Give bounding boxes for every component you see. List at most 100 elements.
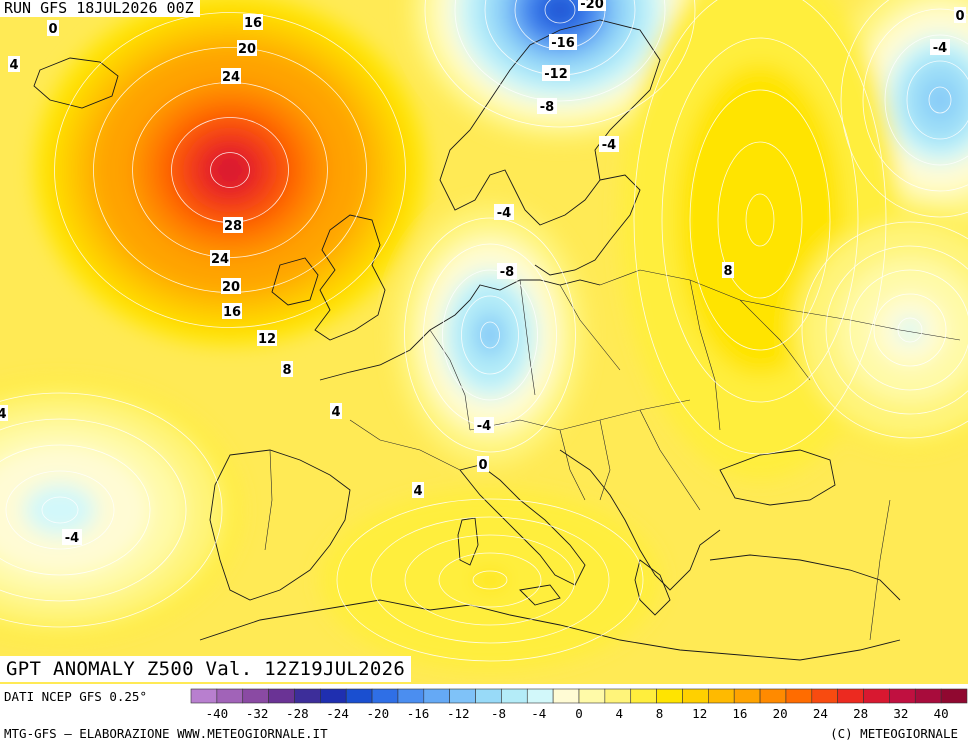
contour-line [862, 8, 968, 192]
contour-label-bg [257, 330, 277, 346]
legend-label: 24 [813, 706, 828, 720]
legend-label: -40 [206, 706, 229, 720]
contour-label: 4 [0, 407, 7, 422]
contour-line [801, 221, 968, 439]
border-13 [599, 419, 611, 501]
contour-line [849, 269, 968, 391]
contour-line [633, 0, 887, 455]
contour-label-bg [47, 20, 59, 36]
anomaly-band [929, 87, 951, 113]
contour-label-bg [549, 34, 577, 50]
coast-black-sea [719, 449, 836, 506]
contour-label-bg [537, 98, 557, 114]
anomaly-band [42, 497, 78, 523]
legend-swatch [475, 688, 502, 704]
contour-label: 20 [222, 280, 240, 295]
legend-swatch [526, 688, 554, 704]
border-6 [639, 409, 701, 511]
legend-swatch [578, 688, 606, 704]
border-14 [559, 429, 586, 501]
legend-swatch [811, 688, 838, 704]
border-11 [789, 309, 961, 341]
country-borders [264, 269, 961, 641]
coastlines [33, 19, 901, 661]
legend-label: 40 [934, 706, 949, 720]
contour-line [0, 392, 223, 628]
legend-swatch [656, 688, 683, 704]
map-title: GPT ANOMALY Z500 Val. 12Z19JUL2026 [0, 656, 412, 682]
legend-label: -8 [491, 706, 506, 720]
contour-label-bg [954, 7, 966, 23]
contour-label-bg [222, 303, 242, 319]
border-5 [469, 399, 691, 431]
legend-label: -32 [246, 706, 269, 720]
contour-label: 24 [211, 252, 229, 267]
contour-label: -4 [602, 138, 616, 153]
contour-line [928, 86, 952, 114]
contour-line [404, 217, 576, 453]
contour-line [54, 12, 406, 328]
legend-swatch [397, 688, 425, 704]
legend-label: -24 [326, 706, 349, 720]
footer: DATI NCEP GFS 0.25° -40 -32 -28 -24 -20 -16 -1… [0, 684, 968, 745]
contour-line [0, 418, 187, 602]
border-3 [559, 284, 621, 371]
contour-label: -4 [477, 419, 491, 434]
legend-swatch [889, 688, 916, 704]
legend-label: 12 [692, 706, 707, 720]
legend-label: -28 [286, 706, 309, 720]
contour-label-bg [221, 68, 241, 84]
anomaly-band [210, 152, 250, 188]
legend-label: 28 [853, 706, 868, 720]
coast-sicily [519, 584, 561, 606]
coast-ireland [271, 257, 319, 306]
contour-label-bg [8, 56, 20, 72]
contour-label-bg [210, 250, 230, 266]
contour-label-bg [281, 361, 293, 377]
legend-label: 0 [575, 706, 583, 720]
contour-label: -4 [497, 206, 511, 221]
contour-label-bg [599, 136, 619, 152]
contour-label: 0 [955, 9, 964, 24]
border-9 [349, 419, 461, 471]
border-1 [429, 329, 471, 431]
contour-line [0, 444, 151, 576]
contour-label-bg [243, 14, 263, 30]
coast-norway [439, 19, 661, 226]
border-10 [264, 449, 273, 551]
anomaly-band [480, 322, 500, 348]
coast-baltic [534, 174, 641, 276]
credit-left: MTG-GFS — ELABORAZIONE WWW.METEOGIORNALE… [4, 726, 328, 741]
contour-label-bg [62, 529, 82, 545]
coast-italy [459, 464, 586, 586]
contour-label: 16 [244, 16, 262, 31]
coast-turkey [709, 554, 901, 601]
contour-label: 8 [723, 264, 732, 279]
credit-right: (C) METEOGIORNALE [830, 726, 958, 741]
contour-label-bg [477, 456, 489, 472]
legend-label: -4 [531, 706, 546, 720]
contour-line [461, 295, 519, 375]
legend-swatch [733, 688, 761, 704]
anomaly-band [746, 194, 774, 246]
contour-line [370, 516, 610, 644]
legend-label: 8 [656, 706, 664, 720]
contour-label: -8 [540, 100, 554, 115]
contour-line [897, 317, 923, 343]
contour-label-bg [237, 40, 257, 56]
border-2 [519, 279, 536, 396]
coast-iberia [209, 449, 351, 601]
contour-label: 4 [9, 58, 18, 73]
contour-line [438, 552, 542, 608]
contour-label: 28 [224, 219, 242, 234]
contour-label: -4 [65, 531, 79, 546]
border-12 [869, 499, 891, 641]
contour-line [825, 245, 968, 415]
legend-swatch [682, 688, 709, 704]
border-7 [689, 279, 721, 431]
anomaly-map-svg: 0 16 20 24 4 28 24 20 16 12 8 4 -4 4 0 -4 -8 -4 -8 -12 -16 -2… [0, 0, 968, 684]
contour-label: -8 [500, 265, 514, 280]
contour-line [424, 0, 696, 128]
legend-swatch [501, 688, 528, 704]
legend-swatch [242, 688, 269, 704]
